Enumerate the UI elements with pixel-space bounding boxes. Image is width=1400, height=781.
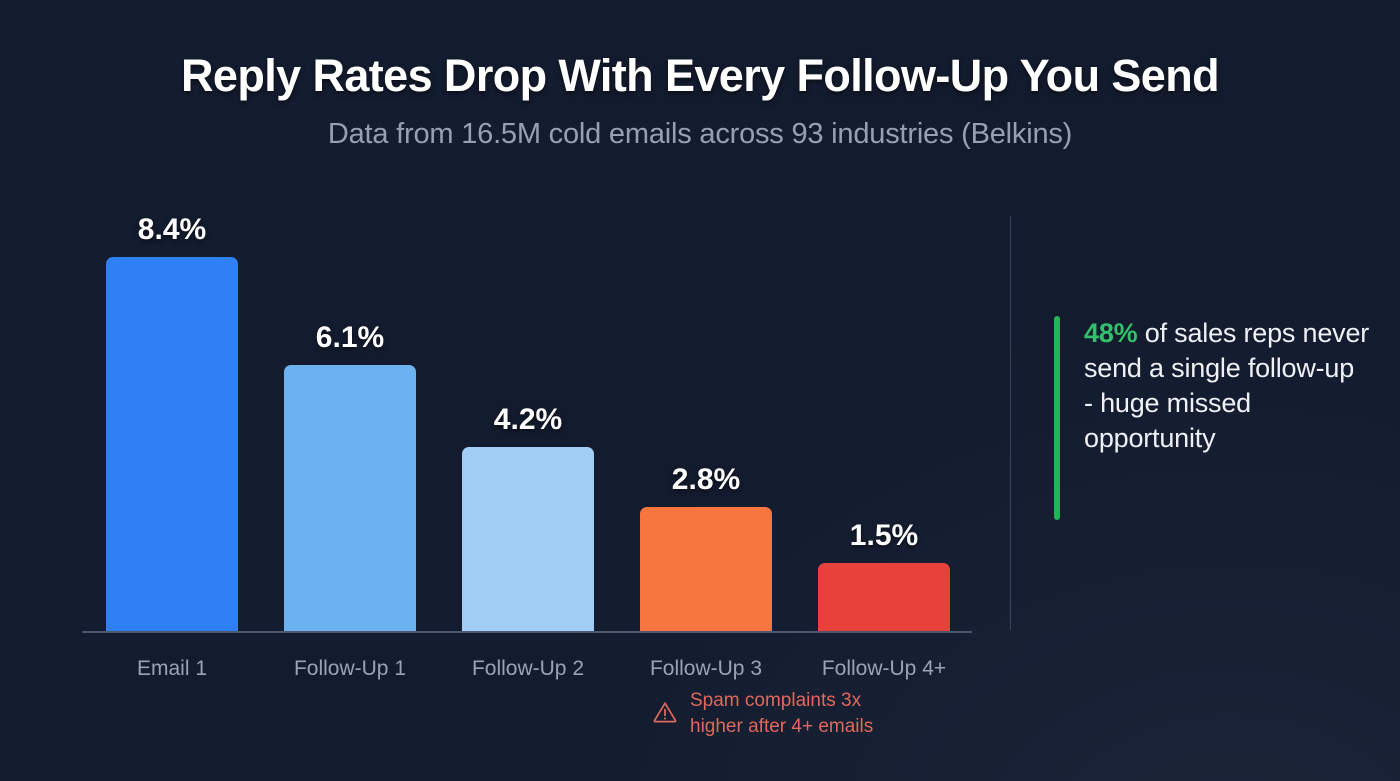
bar-follow-up-1[interactable] [284, 365, 416, 631]
bar-chart-plot-area: 8.4% Email 1 6.1% Follow-Up 1 4.2% Follo… [82, 200, 972, 680]
bar-value-label-0: 8.4% [137, 213, 207, 246]
vertical-divider [1010, 216, 1011, 630]
bar-value-label-2: 4.2% [493, 403, 563, 436]
bar-follow-up-4-plus[interactable] [818, 563, 950, 631]
category-label-email-1: Email 1 [136, 657, 208, 680]
bar-follow-up-2[interactable] [462, 447, 594, 631]
category-label-follow-up-4-plus: Follow-Up 4+ [821, 657, 947, 680]
bar-email-1[interactable] [106, 257, 238, 631]
bar-value-label-3: 2.8% [671, 463, 741, 496]
callout-body-text: of sales reps never send a single follow… [1084, 318, 1370, 453]
category-label-follow-up-1: Follow-Up 1 [293, 657, 407, 680]
insight-callout: 48% of sales reps never send a single fo… [1054, 316, 1370, 520]
category-label-follow-up-3: Follow-Up 3 [649, 657, 763, 680]
callout-highlight-stat: 48% [1084, 318, 1138, 348]
warning-triangle-icon [652, 700, 678, 729]
callout-text: 48% of sales reps never send a single fo… [1084, 316, 1370, 456]
spam-warning-note: Spam complaints 3x higher after 4+ email… [652, 688, 873, 740]
bar-value-label-1: 6.1% [315, 321, 385, 354]
bar-value-label-4: 1.5% [849, 519, 919, 552]
bar-follow-up-3[interactable] [640, 507, 772, 631]
warning-text: Spam complaints 3x higher after 4+ email… [690, 690, 874, 737]
x-axis-baseline [82, 631, 972, 633]
callout-accent-bar [1054, 316, 1060, 520]
page-title: Reply Rates Drop With Every Follow-Up Yo… [181, 50, 1220, 101]
category-label-follow-up-2: Follow-Up 2 [471, 657, 585, 680]
chart-subtitle: Data from 16.5M cold emails across 93 in… [327, 118, 1073, 150]
